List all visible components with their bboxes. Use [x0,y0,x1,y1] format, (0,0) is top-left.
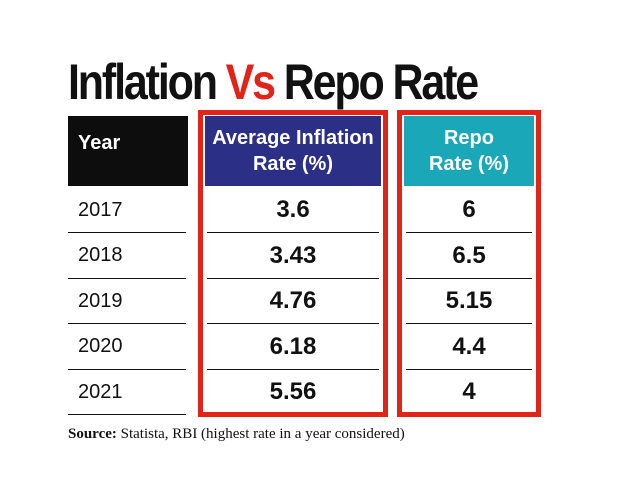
repo-highlight-frame [397,110,541,417]
title-accent-vs: Vs [225,54,276,110]
table-cell-inflation: 3.43 [207,234,379,279]
repo-column-header: Repo Rate (%) [404,116,534,186]
table-cell-year: 2017 [68,188,186,233]
inflation-highlight-frame [198,110,388,417]
table-cell-year: 2019 [68,279,186,324]
source-label: Source: [68,426,117,442]
page-title: Inflation Vs Repo Rate [68,54,479,110]
table-cell-year: 2020 [68,325,186,370]
table-cell-inflation: 6.18 [207,325,379,370]
source-note: Source: Statista, RBI (highest rate in a… [68,426,405,443]
repo-header-line-1: Repo [443,127,494,149]
table-cell-year: 2018 [68,234,186,279]
table-cell-repo: 5.15 [406,279,532,324]
table-cell-repo: 6 [406,188,532,233]
title-part-1: Inflation [68,54,226,110]
table-cell-inflation: 3.6 [207,188,379,233]
table-cell-year: 2021 [68,370,186,415]
table-cell-repo: 4.4 [406,325,532,370]
table-cell-repo: 6.5 [406,234,532,279]
inflation-header-line-2: Rate (%) [252,153,333,175]
source-text: Statista, RBI (highest rate in a year co… [116,426,405,442]
year-header-label: Year [78,132,121,154]
inflation-column-header: Average Inflation Rate (%) [205,116,381,186]
table-cell-inflation: 4.76 [207,279,379,324]
title-part-3: Repo Rate [273,54,479,110]
repo-header-line-2: Rate (%) [428,153,509,175]
inflation-header-line-1: Average Inflation [212,127,374,149]
year-column-header: Year [68,116,188,186]
